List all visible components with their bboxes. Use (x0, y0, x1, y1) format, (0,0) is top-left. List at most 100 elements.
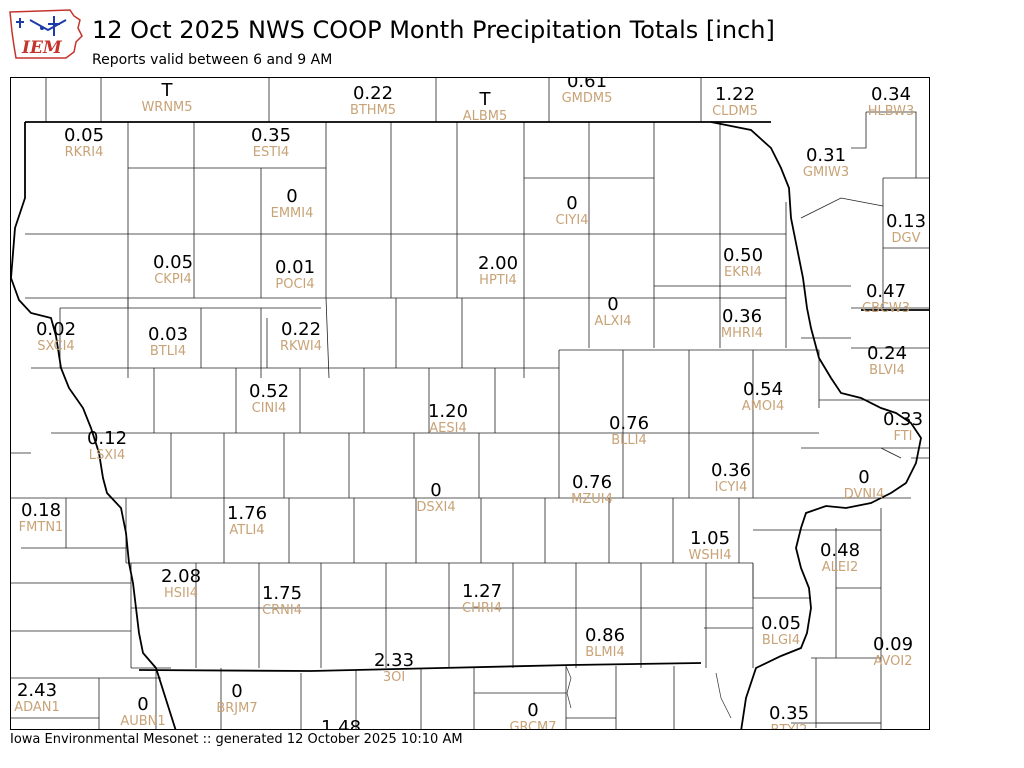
station-value: 0.13 (885, 211, 927, 232)
station-id: CIYI4 (555, 213, 589, 228)
station-value: 0.36 (710, 460, 752, 481)
station-id: EMMI4 (270, 206, 314, 221)
iem-logo: IEM (8, 6, 86, 62)
station-id: DVNI4 (843, 487, 885, 502)
station-plot: 0.18 FMTN1 (19, 501, 64, 535)
station-value: 0.22 (280, 319, 322, 340)
station-id: SXCI4 (37, 339, 75, 354)
station-id: AESI4 (429, 421, 467, 436)
station-plot: 0.02 SXCI4 (36, 320, 76, 354)
station-id: DSXI4 (416, 500, 456, 515)
station-value: 0 (566, 193, 578, 214)
station-id: CHRI4 (461, 601, 502, 616)
station-value: 0.05 (152, 252, 194, 273)
station-value: 0.76 (571, 472, 613, 493)
station-id: ESTI4 (252, 145, 290, 160)
station-id: HSII4 (164, 586, 198, 601)
station-plot: 0.61 GMDM5 (561, 78, 613, 106)
station-value: 0.02 (35, 319, 77, 340)
station-id: BTHM5 (349, 103, 397, 118)
station-value: 0 (607, 294, 619, 315)
station-value: 0.48 (819, 540, 861, 561)
station-plot: 0.03 BTLI4 (148, 325, 188, 359)
station-id: EKRI4 (724, 265, 762, 280)
station-value: 1.76 (226, 503, 268, 524)
station-id: MZUI4 (571, 492, 613, 507)
page-subtitle: Reports valid between 6 and 9 AM (92, 52, 333, 68)
station-id: BTLI4 (149, 344, 187, 359)
station-plot: 0.22 BTHM5 (350, 84, 396, 118)
station-value: 0.76 (608, 413, 650, 434)
station-plot: 2.43 ADAN1 (14, 681, 60, 715)
station-plot: 0.12 LSXI4 (87, 429, 127, 463)
station-id: AMOI4 (741, 399, 785, 414)
station-value: T (161, 80, 173, 101)
station-plot: 0.76 BLLI4 (609, 414, 649, 448)
station-plot: 2.00 HPTI4 (478, 254, 518, 288)
station-id: CINI4 (251, 401, 287, 416)
station-value: 2.08 (160, 566, 202, 587)
station-value: 2.43 (16, 680, 58, 701)
station-id: RKWI4 (279, 339, 323, 354)
station-value: 0.35 (768, 703, 810, 724)
station-plot: 0.13 DGV (886, 212, 926, 246)
station-id: ATLI4 (229, 523, 265, 538)
station-id: LSXI4 (88, 448, 126, 463)
station-plot: 0.35BTYI2 (769, 704, 809, 730)
precipitation-map: T WRNM5 0.22 BTHM5 T ALBM5 0.61 GMDM5 1.22 CL… (10, 77, 930, 730)
station-plot: 0.47 CBCW3 (862, 282, 910, 316)
station-id: ALBM5 (462, 109, 508, 124)
station-value: 1.27 (461, 581, 503, 602)
station-value: 0.47 (865, 281, 907, 302)
station-value: 2.00 (477, 253, 519, 274)
station-value: 0 (858, 467, 870, 488)
station-plot: 0 EMMI4 (271, 187, 314, 221)
station-id: ALEI2 (821, 560, 859, 575)
station-plot: 1.76 ATLI4 (227, 504, 267, 538)
station-id: FMTN1 (18, 520, 64, 535)
station-value: 1.48 (320, 717, 362, 730)
station-id: WSHI4 (688, 548, 732, 563)
station-value: 0.01 (274, 257, 316, 278)
station-plot: 0.24 BLVI4 (867, 344, 907, 378)
station-value: 0.35 (250, 125, 292, 146)
station-value: 0 (137, 694, 149, 715)
station-id: AVOI2 (873, 654, 913, 669)
station-value: 0.24 (866, 343, 908, 364)
station-plot: 1.20 AESI4 (428, 402, 468, 436)
station-value: 0.36 (721, 306, 763, 327)
station-plot: 0.54 AMOI4 (742, 380, 784, 414)
station-value: 0.33 (882, 409, 924, 430)
station-value: 0.05 (63, 125, 105, 146)
station-id: RKRI4 (64, 145, 104, 160)
station-id: BLVI4 (869, 363, 905, 378)
station-value: 0 (527, 700, 539, 721)
station-value: 1.75 (261, 583, 303, 604)
station-id: BRJM7 (216, 701, 258, 716)
station-plot: 0.34 HLBW3 (868, 85, 915, 119)
station-id: GMDM5 (561, 91, 613, 106)
station-plot: 1.27 CHRI4 (462, 582, 502, 616)
station-value: 1.05 (689, 528, 731, 549)
station-id: WRNM5 (141, 100, 193, 115)
station-id: ADAN1 (14, 700, 60, 715)
station-plot: 0.31 GMIW3 (803, 146, 849, 180)
station-plot: 0.09 AVOI2 (873, 635, 913, 669)
station-id: HLBW3 (867, 104, 915, 119)
station-id: CBCW3 (862, 301, 910, 316)
station-plot: T WRNM5 (141, 81, 192, 115)
footer-text: Iowa Environmental Mesonet :: generated … (10, 732, 463, 747)
station-value: 0.52 (248, 381, 290, 402)
station-plot: 0.50 EKRI4 (723, 246, 763, 280)
station-value: 0.50 (722, 245, 764, 266)
station-plot: 0 AUBN1 (120, 695, 165, 729)
station-plot: T ALBM5 (463, 90, 508, 124)
logo-text: IEM (21, 38, 63, 58)
station-id: GMIW3 (802, 165, 850, 180)
station-value: T (479, 89, 491, 110)
station-value: 0 (430, 480, 442, 501)
station-id: HPTI4 (479, 273, 517, 288)
station-id: CRNI4 (262, 603, 302, 618)
station-id: ICYI4 (714, 480, 748, 495)
station-value: 1.20 (427, 401, 469, 422)
